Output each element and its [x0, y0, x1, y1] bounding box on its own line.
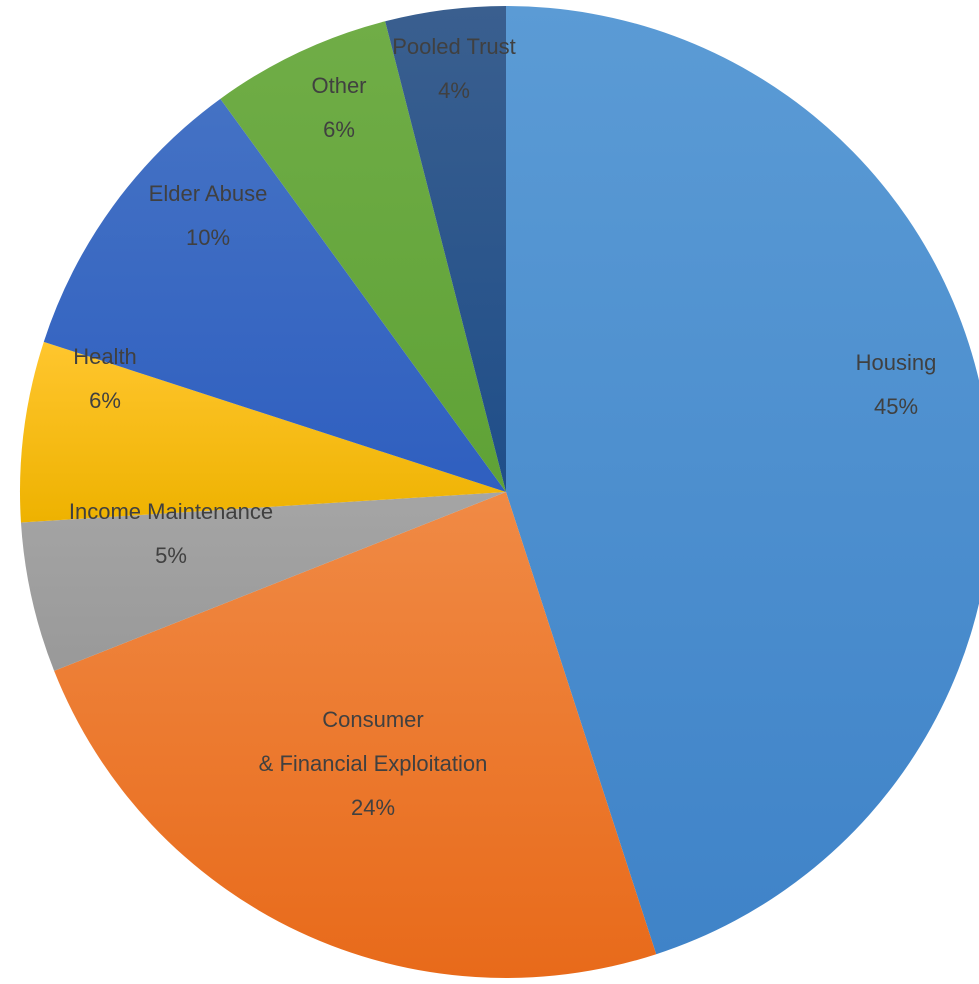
pie-label-name: Income Maintenance: [69, 499, 273, 524]
pie-label-name: Elder Abuse: [149, 181, 268, 206]
pie-label-value: 10%: [186, 225, 230, 250]
pie-labels: Housing 45% Consumer & Financial Exploitati…: [69, 34, 936, 820]
pie-label-income-maintenance: Income Maintenance 5%: [69, 499, 273, 568]
pie-label-name: Housing: [856, 350, 937, 375]
pie-label-consumer-financial-exploitation: Consumer & Financial Exploitation 24%: [259, 707, 488, 820]
pie-label-housing: Housing 45%: [856, 350, 937, 419]
pie-label-value: 4%: [438, 78, 470, 103]
pie-slices: [20, 6, 979, 978]
pie-label-value: 6%: [89, 388, 121, 413]
pie-label-name: Other: [311, 73, 366, 98]
pie-slice-housing: [506, 6, 979, 955]
pie-slice-health: [20, 341, 507, 523]
pie-slice-income-maintenance: [20, 492, 507, 671]
pie-label-name: & Financial Exploitation: [259, 751, 488, 776]
pie-slice-other: [220, 21, 506, 493]
pie-label-pooled-trust: Pooled Trust 4%: [392, 34, 516, 103]
pie-label-value: 6%: [323, 117, 355, 142]
pie-label-health: Health 6%: [73, 344, 137, 413]
pie-label-value: 5%: [155, 543, 187, 568]
pie-label-name: Consumer: [322, 707, 423, 732]
pie-label-elder-abuse: Elder Abuse 10%: [149, 181, 268, 250]
pie-slice-elder-abuse: [43, 98, 506, 492]
pie-label-value: 24%: [351, 795, 395, 820]
pie-slice-pooled-trust: [385, 6, 506, 492]
pie-label-name: Pooled Trust: [392, 34, 516, 59]
pie-label-name: Health: [73, 344, 137, 369]
pie-slice-consumer-financial-exploitation: [54, 492, 657, 978]
pie-label-other: Other 6%: [311, 73, 366, 142]
pie-label-value: 45%: [874, 394, 918, 419]
